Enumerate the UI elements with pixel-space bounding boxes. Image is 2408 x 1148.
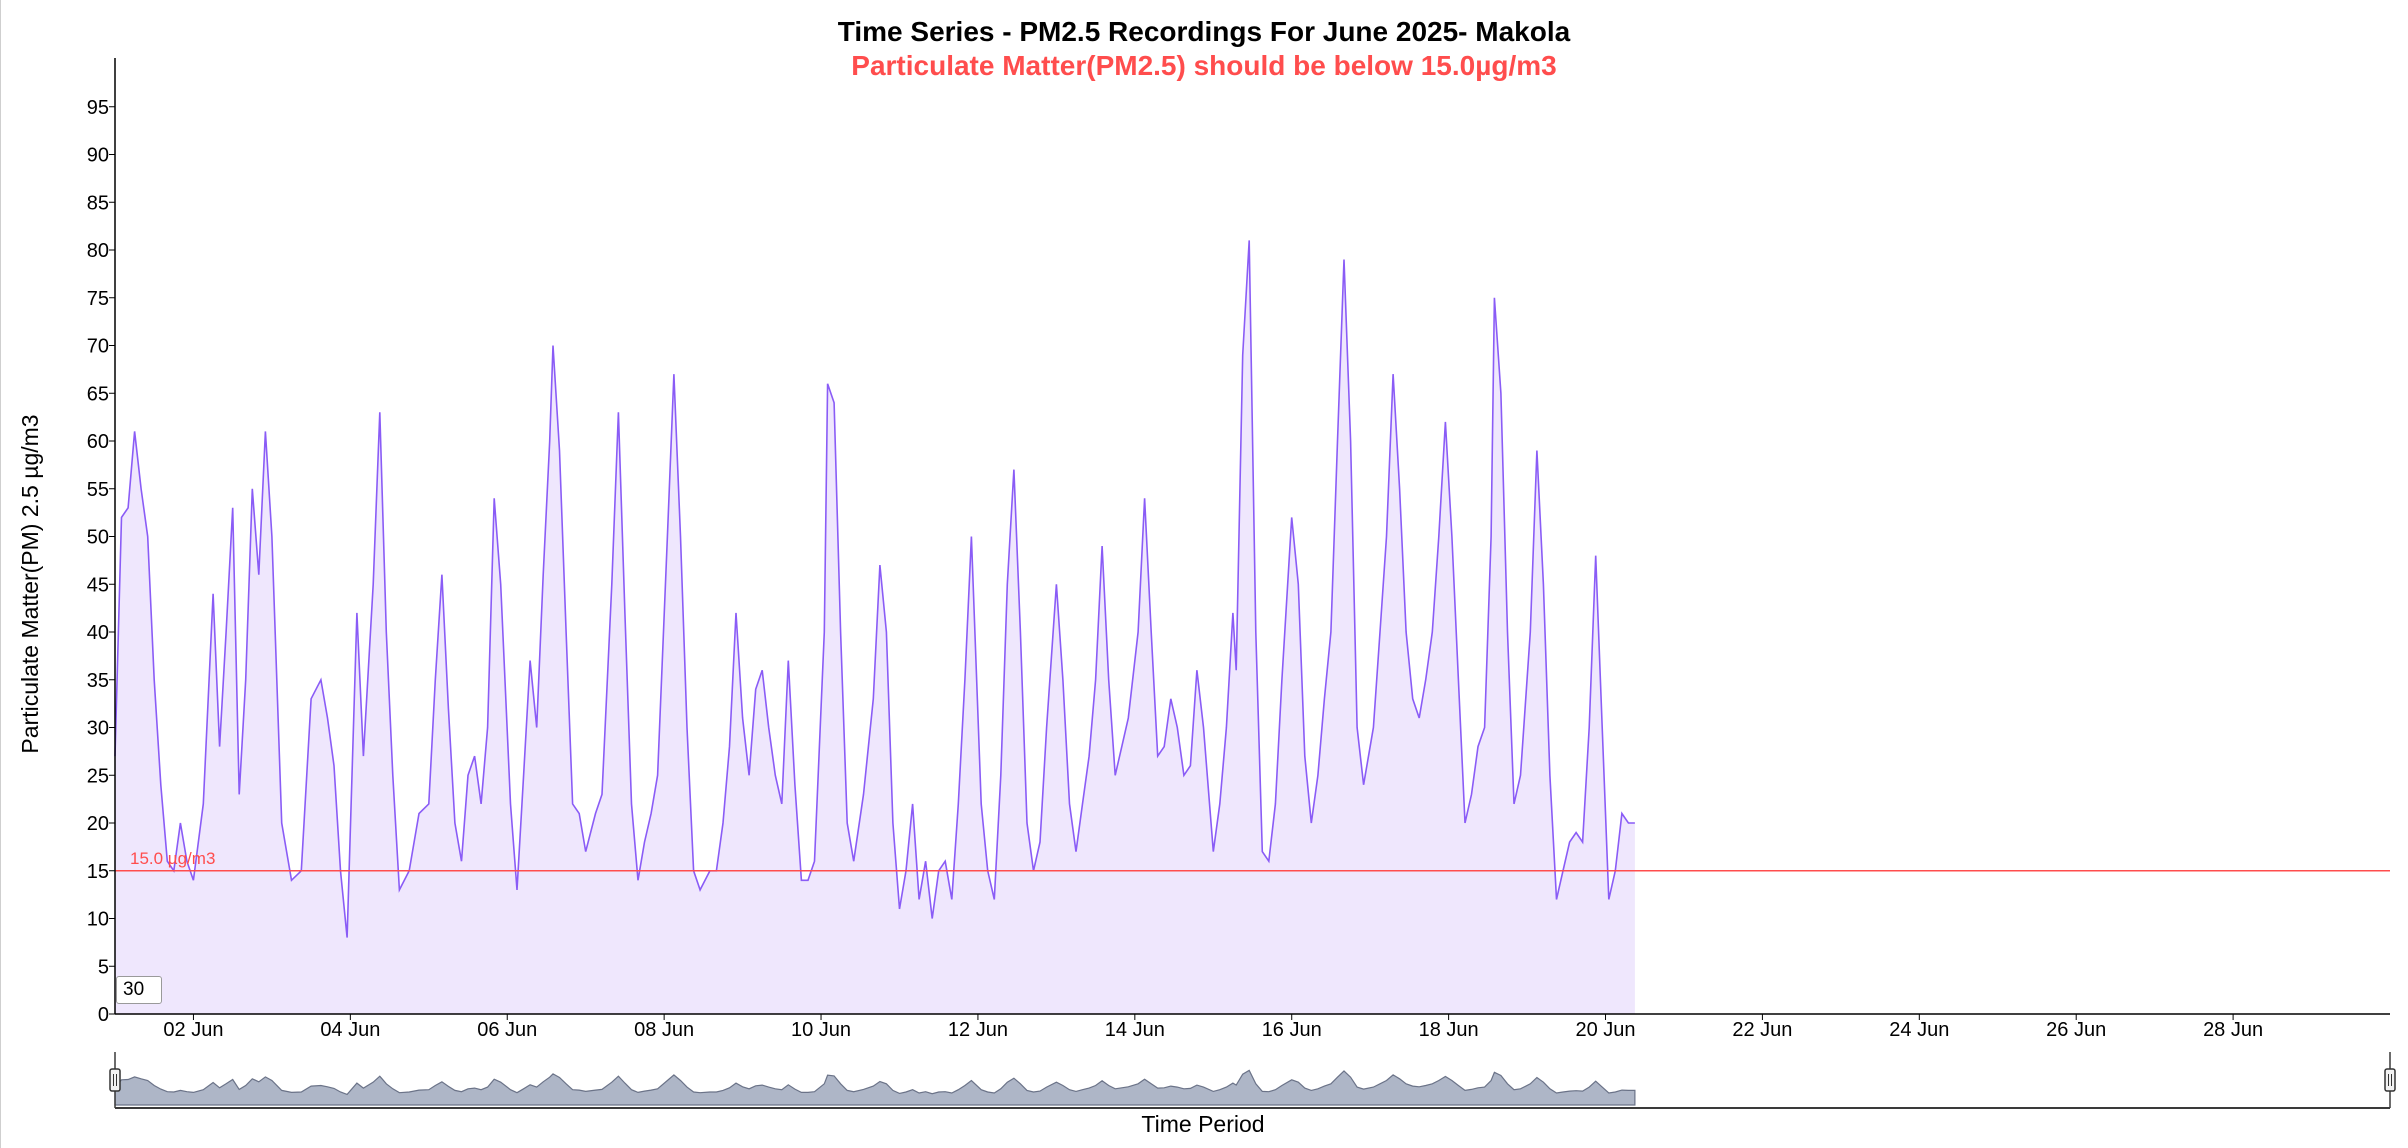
plot-area[interactable]: 15.0 µg/m3 (114, 240, 2390, 1014)
series-area-fill (115, 240, 1635, 1014)
x-tick-label: 24 Jun (1889, 1019, 1949, 1041)
navigator-handle-left[interactable] (109, 1068, 121, 1092)
x-tick-label: 18 Jun (1419, 1019, 1479, 1041)
y-tick-label: 85 (87, 192, 109, 214)
x-axis-label: Time Period (1141, 1111, 1264, 1137)
x-axis-ticks: 02 Jun 04 Jun 06 Jun 08 Jun 10 Jun 12 Jun 14 J… (163, 1014, 2263, 1041)
y-tick-label: 20 (87, 813, 109, 835)
y-tick-label: 25 (87, 765, 109, 787)
y-tick-label: 45 (87, 574, 109, 596)
y-tick-label: 75 (87, 288, 109, 310)
y-tick-label: 70 (87, 336, 109, 358)
x-tick-label: 08 Jun (634, 1019, 694, 1041)
threshold-label: 15.0 µg/m3 (130, 849, 215, 868)
y-axis-label: Particulate Matter(PM) 2.5 µg/m3 (17, 414, 43, 753)
navigator-area (114, 1069, 1636, 1106)
x-tick-label: 26 Jun (2046, 1019, 2106, 1041)
y-tick-label: 35 (87, 670, 109, 692)
y-tick-label: 40 (87, 622, 109, 644)
x-tick-label: 28 Jun (2203, 1019, 2263, 1041)
range-navigator[interactable] (109, 1052, 2396, 1109)
y-tick-label: 30 (87, 718, 109, 740)
x-tick-label: 10 Jun (791, 1019, 851, 1041)
y-tick-label: 80 (87, 240, 109, 262)
y-tick-label: 60 (87, 431, 109, 453)
navigator-handle-right[interactable] (2384, 1068, 2396, 1092)
x-tick-label: 06 Jun (477, 1019, 537, 1041)
y-tick-label: 10 (87, 909, 109, 931)
x-tick-label: 20 Jun (1575, 1019, 1635, 1041)
rolling-period-input[interactable]: 30 (116, 976, 162, 1004)
x-tick-label: 02 Jun (163, 1019, 223, 1041)
y-tick-label: 5 (98, 956, 109, 978)
x-tick-label: 16 Jun (1262, 1019, 1322, 1041)
y-tick-label: 95 (87, 97, 109, 119)
x-tick-label: 14 Jun (1105, 1019, 1165, 1041)
series-line[interactable] (114, 240, 1635, 938)
y-tick-label: 15 (87, 861, 109, 883)
x-tick-label: 04 Jun (320, 1019, 380, 1041)
chart-title: Time Series - PM2.5 Recordings For June … (838, 16, 1571, 47)
x-tick-label: 22 Jun (1732, 1019, 1792, 1041)
y-axis-ticks: 0 5 10 15 20 25 30 35 40 45 50 55 60 65 70 75 80 85 90 95 (87, 97, 115, 1026)
y-tick-label: 65 (87, 383, 109, 405)
y-tick-label: 50 (87, 527, 109, 549)
y-tick-label: 90 (87, 145, 109, 167)
y-tick-label: 0 (98, 1004, 109, 1026)
x-tick-label: 12 Jun (948, 1019, 1008, 1041)
page-left-border (0, 0, 1, 1148)
chart-subtitle: Particulate Matter(PM2.5) should be belo… (851, 50, 1556, 81)
y-tick-label: 55 (87, 479, 109, 501)
